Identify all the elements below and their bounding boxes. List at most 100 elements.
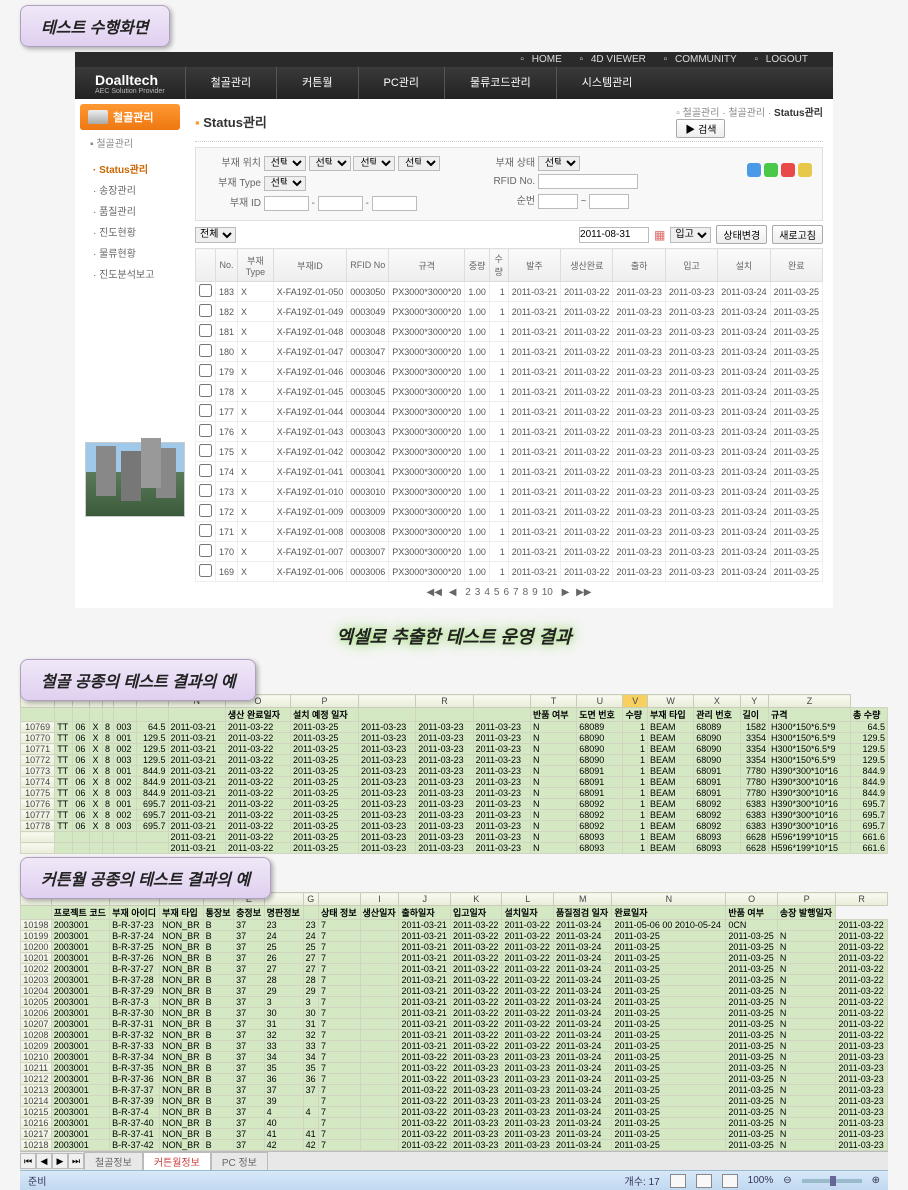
excel-row-header[interactable]: 10770 (21, 733, 55, 744)
excel-row[interactable]: 102052003001B-R-37-3NON_BRB373372011-03-… (21, 997, 888, 1008)
table-row[interactable]: 172XX-FA19Z-01-0090003009PX3000*3000*201… (196, 502, 823, 522)
excel-row[interactable]: 102002003001B-R-37-25NON_BRB37252572011-… (21, 942, 888, 953)
excel-col-header[interactable]: J (399, 893, 451, 906)
excel-col-header[interactable]: N (612, 893, 726, 906)
row-checkbox[interactable] (199, 384, 212, 397)
excel-col-header[interactable]: R (836, 893, 888, 906)
excel-row[interactable]: 102142003001B-R-37-39NON_BRB373972011-03… (21, 1096, 888, 1107)
scope-select[interactable]: 전체 (195, 227, 236, 243)
excel-row-header[interactable]: 10771 (21, 744, 55, 755)
row-checkbox[interactable] (199, 404, 212, 417)
excel-col-header[interactable]: G (303, 893, 318, 906)
seq-input-1[interactable] (538, 194, 578, 209)
excel-row-header[interactable]: 10215 (21, 1107, 52, 1118)
table-row[interactable]: 169XX-FA19Z-01-0060003006PX3000*3000*201… (196, 562, 823, 582)
table-row[interactable]: 174XX-FA19Z-01-0410003041PX3000*3000*201… (196, 462, 823, 482)
excel-row[interactable]: 10772TT06X8003129.52011-03-212011-03-222… (21, 755, 888, 766)
link-home[interactable]: ▫ HOME (520, 54, 566, 65)
pager-page[interactable]: 8 (523, 587, 529, 598)
excel-row-header[interactable]: 10205 (21, 997, 52, 1008)
sidebar-item[interactable]: · 진도현황 (85, 221, 175, 242)
table-row[interactable]: 173XX-FA19Z-01-0100003010PX3000*3000*201… (196, 482, 823, 502)
table-row[interactable]: 183XX-FA19Z-01-0500003050PX3000*3000*201… (196, 282, 823, 302)
excel-row[interactable]: 101992003001B-R-37-24NON_BRB37242472011-… (21, 931, 888, 942)
sheet-prev-icon[interactable]: ◀ (36, 1153, 52, 1169)
ingo-select[interactable]: 입고 (670, 227, 711, 243)
sheet-next-icon[interactable]: ▶ (52, 1153, 68, 1169)
sheet-first-icon[interactable]: ⏮ (20, 1153, 36, 1169)
excel-row-header[interactable]: 10218 (21, 1140, 52, 1151)
id-input-2[interactable] (318, 196, 363, 211)
table-row[interactable]: 170XX-FA19Z-01-0070003007PX3000*3000*201… (196, 542, 823, 562)
excel-row[interactable]: 102082003001B-R-37-32NON_BRB37323272011-… (21, 1030, 888, 1041)
row-checkbox[interactable] (199, 424, 212, 437)
table-row[interactable]: 179XX-FA19Z-01-0460003046PX3000*3000*201… (196, 362, 823, 382)
row-checkbox[interactable] (199, 324, 212, 337)
row-checkbox[interactable] (199, 564, 212, 577)
table-row[interactable]: 180XX-FA19Z-01-0470003047PX3000*3000*201… (196, 342, 823, 362)
link-community[interactable]: ▫ COMMUNITY (664, 54, 742, 65)
id-input-1[interactable] (264, 196, 309, 211)
excel-col-header[interactable]: O (726, 893, 778, 906)
tab-curtain[interactable]: 커튼월정보 (143, 1152, 211, 1170)
excel-row-header[interactable]: 10206 (21, 1008, 52, 1019)
tab-pc[interactable]: PC 정보 (211, 1152, 268, 1170)
excel-row-header[interactable]: 10202 (21, 964, 52, 975)
excel-row[interactable]: 102042003001B-R-37-29NON_BRB37292972011-… (21, 986, 888, 997)
row-checkbox[interactable] (199, 304, 212, 317)
nav-item[interactable]: 커튼월 (276, 67, 357, 99)
excel-row[interactable]: 10774TT06X8002844.92011-03-212011-03-222… (21, 777, 888, 788)
table-row[interactable]: 177XX-FA19Z-01-0440003044PX3000*3000*201… (196, 402, 823, 422)
loc-select-2[interactable]: 선택 (309, 156, 351, 171)
pager-first[interactable]: ◀◀ (427, 587, 442, 598)
excel-row-header[interactable]: 10212 (21, 1074, 52, 1085)
excel-col-header[interactable]: P (777, 893, 835, 906)
excel-row[interactable]: 101982003001B-R-37-23NON_BRB37232372011-… (21, 920, 888, 931)
excel-col-header[interactable] (318, 893, 360, 906)
loc-select-1[interactable]: 선택 (264, 156, 306, 171)
excel-col-header[interactable]: U (577, 695, 623, 708)
sidebar-item[interactable]: · 품질관리 (85, 200, 175, 221)
sidebar-item[interactable]: · 물류현황 (85, 242, 175, 263)
excel-row-header[interactable]: 10214 (21, 1096, 52, 1107)
type-select[interactable]: 선택 (264, 176, 306, 191)
filter-refresh-icon[interactable] (798, 163, 812, 177)
row-checkbox[interactable] (199, 284, 212, 297)
excel-row-header[interactable]: 10209 (21, 1041, 52, 1052)
table-row[interactable]: 175XX-FA19Z-01-0420003042PX3000*3000*201… (196, 442, 823, 462)
excel-row[interactable]: 10769TT06X800364.52011-03-212011-03-2220… (21, 722, 888, 733)
pager-page[interactable]: 4 (484, 587, 490, 598)
excel-row[interactable]: 102022003001B-R-37-27NON_BRB37272772011-… (21, 964, 888, 975)
view-layout-icon[interactable] (696, 1174, 712, 1188)
excel-col-header[interactable]: R (416, 695, 473, 708)
refresh-button[interactable]: 새로고침 (772, 225, 823, 244)
pager-page[interactable]: 10 (542, 587, 553, 598)
excel-row[interactable]: 10778TT06X8003695.72011-03-212011-03-222… (21, 821, 888, 832)
filter-delete-icon[interactable] (781, 163, 795, 177)
excel-row-header[interactable]: 10211 (21, 1063, 52, 1074)
excel-col-header[interactable] (473, 695, 530, 708)
row-checkbox[interactable] (199, 444, 212, 457)
excel-row[interactable]: 10777TT06X8002695.72011-03-212011-03-222… (21, 810, 888, 821)
nav-item[interactable]: 시스템관리 (556, 67, 658, 99)
search-button[interactable]: ▶ 검색 (676, 119, 725, 138)
nav-item[interactable]: 철골관리 (185, 67, 276, 99)
excel-row[interactable]: 102182003001B-R-37-42NON_BRB37424272011-… (21, 1140, 888, 1151)
nav-item[interactable]: PC관리 (358, 67, 445, 99)
calendar-icon[interactable]: ▦ (654, 228, 665, 242)
excel-col-header[interactable]: X (694, 695, 740, 708)
excel-row[interactable]: 102132003001B-R-37-37NON_BRB37373772011-… (21, 1085, 888, 1096)
link-logout[interactable]: ▫ LOGOUT (754, 54, 813, 65)
excel-col-header[interactable]: T (530, 695, 576, 708)
excel-col-header[interactable]: L (502, 893, 554, 906)
excel-row-header[interactable]: 10201 (21, 953, 52, 964)
excel-row[interactable]: 102152003001B-R-37-4NON_BRB374472011-03-… (21, 1107, 888, 1118)
sidebar-item[interactable]: · Status관리 (85, 158, 175, 179)
sheet-last-icon[interactable]: ⏭ (68, 1153, 84, 1169)
excel-col-header[interactable]: M (553, 893, 611, 906)
sidebar-item[interactable]: · 진도분석보고 (85, 263, 175, 284)
excel-col-header[interactable]: V (623, 695, 648, 708)
rfid-input[interactable] (538, 174, 638, 189)
link-4dviewer[interactable]: ▫ 4D VIEWER (580, 54, 651, 65)
excel-row-header[interactable]: 10208 (21, 1030, 52, 1041)
